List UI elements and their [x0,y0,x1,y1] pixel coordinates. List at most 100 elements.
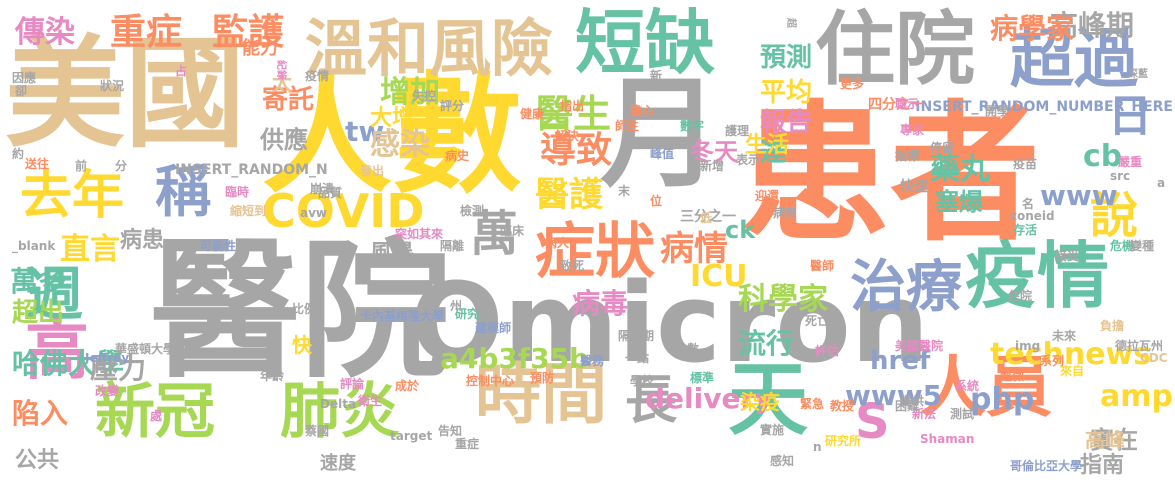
cloud-word-cjk-163: 縮短到 [230,204,267,218]
cloud-word-cjk-53: 陷入 [12,397,69,430]
cloud-word-cjk-19: 稱 [155,160,211,225]
cloud-word-cjk-183: 超 [785,18,796,28]
cloud-word-cjk-188: 疫苗 [1013,157,1038,171]
cloud-word-cjk-127: 系統 [955,379,980,393]
cloud-word-cjk-137: 存活 [1013,223,1038,237]
cloud-word-cjk-195: 困難 [895,399,920,413]
cloud-word-cjk-199: 病房 [773,206,798,220]
cloud-word-cjk-184: 深藍 [1128,69,1148,80]
cloud-word-cjk-24: 萬 [470,206,519,262]
cloud-word-blank-94: _blank [12,239,56,253]
cloud-word-cjk-104: 研究 [455,307,480,321]
cloud-word-cjk-51: 萬多 [10,265,67,298]
cloud-word-cjk-130: 提供 [900,394,925,408]
cloud-word-cjk-161: 崩潰 [310,182,335,196]
cloud-word-cjk-167: 狀況 [100,79,125,93]
cloud-word-cjk-101: 三分之一 [680,209,736,225]
cloud-word-cjk-165: 因應 [12,71,37,85]
cloud-word-cjk-147: 開學 [985,104,1010,118]
cloud-word-cjk-133: 系列 [1040,354,1065,368]
cloud-word-cjk-116: 年齡 [260,369,285,383]
cloud-word-cjk-78: 快 [292,333,312,357]
cloud-word-cjk-153: 擔心 [630,104,655,118]
cloud-word-cjk-158: 病史 [445,149,470,163]
cloud-word-cjk-23: 長 [625,371,678,431]
cloud-word-cjk-85: 華盛頓大學 [115,342,176,356]
cloud-word-avw-95: avw [300,206,328,220]
cloud-word-cjk-141: 快速 [900,179,928,195]
cloud-word-cjk-129: 評估 [815,344,840,358]
cloud-word-cjk-196: 變種 [1130,239,1155,253]
cloud-word-cjk-4: 人數 [262,59,523,211]
cloud-word-cjk-107: 隔離期 [618,329,655,343]
cloud-word-cjk-145: 專家 [900,123,925,137]
cloud-word-cjk-108: 控制中心 [466,374,515,388]
cloud-word-cjk-103: 可能性 [200,239,237,253]
cloud-word-cjk-126: 緊急 [800,397,825,411]
cloud-word-cjk-10: 疫情 [965,234,1110,318]
cloud-word-cjk-70: 冬天 [690,138,738,166]
cloud-word-cjk-30: 傳染 [15,15,75,50]
cloud-word-cjk-169: 位 [650,194,663,208]
cloud-word-cjk-67: 公共 [15,448,60,473]
cloud-word-cjk-180: 令 [668,314,681,328]
cloud-word-cjk-113: 敞數 [675,342,700,356]
cloud-word-cjk-77: 太 [272,71,292,95]
cloud-word-cjk-48: 增加 [380,75,440,110]
cloud-word-cjk-182: 占 [175,64,188,78]
cloud-word-cjk-117: 比例 [292,302,317,316]
cloud-word-cjk-138: 危機 [1110,239,1135,253]
cloud-word-img-96: img [1015,339,1041,353]
cloud-word-cjk-164: 送往 [25,157,50,171]
cloud-word-cjk-58: 報告 [760,108,813,138]
cloud-word-s-27: S [855,394,890,450]
cloud-word-delivery-36: delivery [645,382,773,415]
cloud-word-cjk-50: 直言 [60,232,120,267]
cloud-word-cjk-29: 監護 [212,12,285,53]
cloud-word-cjk-68: 病毒 [572,287,629,320]
cloud-word-cjk-125: 測試 [950,407,975,421]
cloud-word-cjk-132: 負擔 [1100,319,1125,333]
cloud-word-cjk-173: 分 [115,159,128,173]
cloud-word-cjk-119: 衛生 [358,394,383,408]
cloud-word-cjk-11: 人員 [920,349,1052,426]
cloud-word-cjk-170: 迎還 [755,189,780,203]
cloud-word-a4b3f35b-61: a4b3f35b [440,342,590,375]
cloud-word-icu-39: ICU [690,259,748,294]
cloud-word-cjk-111: 一點 [625,351,650,365]
cloud-word-cjk-160: 品質 [318,186,343,200]
cloud-word-cjk-115: 改變 [95,384,120,398]
cloud-word-cjk-175: 學校 [630,374,655,388]
cloud-word-cjk-139: 接受 [1055,249,1080,263]
cloud-word-amp-44: amp [1100,379,1173,414]
cloud-word-cjk-177: 處 [150,409,163,423]
cloud-word-cjk-16: 症狀 [535,217,655,287]
cloud-word-cjk-123: 感知 [770,454,795,468]
cloud-word-cjk-102: 突如其來 [395,227,444,241]
cloud-word-cjk-37: 科學家 [738,282,828,317]
cloud-word-cjk-172: 前 [75,159,88,173]
cloud-word-cjk-65: 寄託 [262,85,315,115]
cloud-word-php-43: php [970,382,1035,417]
cloud-word-cjk-121: 教授 [830,399,855,413]
cloud-word-cjk-159: 發出 [360,164,385,178]
cloud-word-cjk-6: 住院 [815,3,975,96]
cloud-word-delta-90: Delta [320,397,357,411]
cloud-word-cjk-12: 時間 [475,356,607,433]
cloud-word-ck-73: ck [725,216,756,244]
cloud-word-cjk-122: 實施 [760,423,785,437]
cloud-word-cjk-134: 輕微 [1000,369,1025,383]
cloud-word-n-178: n [813,440,822,454]
cloud-word-cjk-84: 卡內基梅隆大學 [360,309,445,323]
cloud-word-cjk-190: 檢測 [460,204,485,218]
cloud-word-cjk-124: 新法 [912,407,937,421]
cloud-word-cjk-46: 高峰期 [1050,9,1135,42]
cloud-word-cjk-26: 日 [1108,91,1152,142]
cloud-word-cjk-135: 來自 [1060,364,1085,378]
cloud-word-cjk-157: 指出 [560,99,585,113]
cloud-word-cjk-106: 病人 [545,236,570,250]
cloud-word-cjk-7: 短缺 [575,2,715,84]
cloud-word-cjk-45: 藥丸 [930,152,990,187]
cloud-word-cjk-155: 健康 [520,107,545,121]
